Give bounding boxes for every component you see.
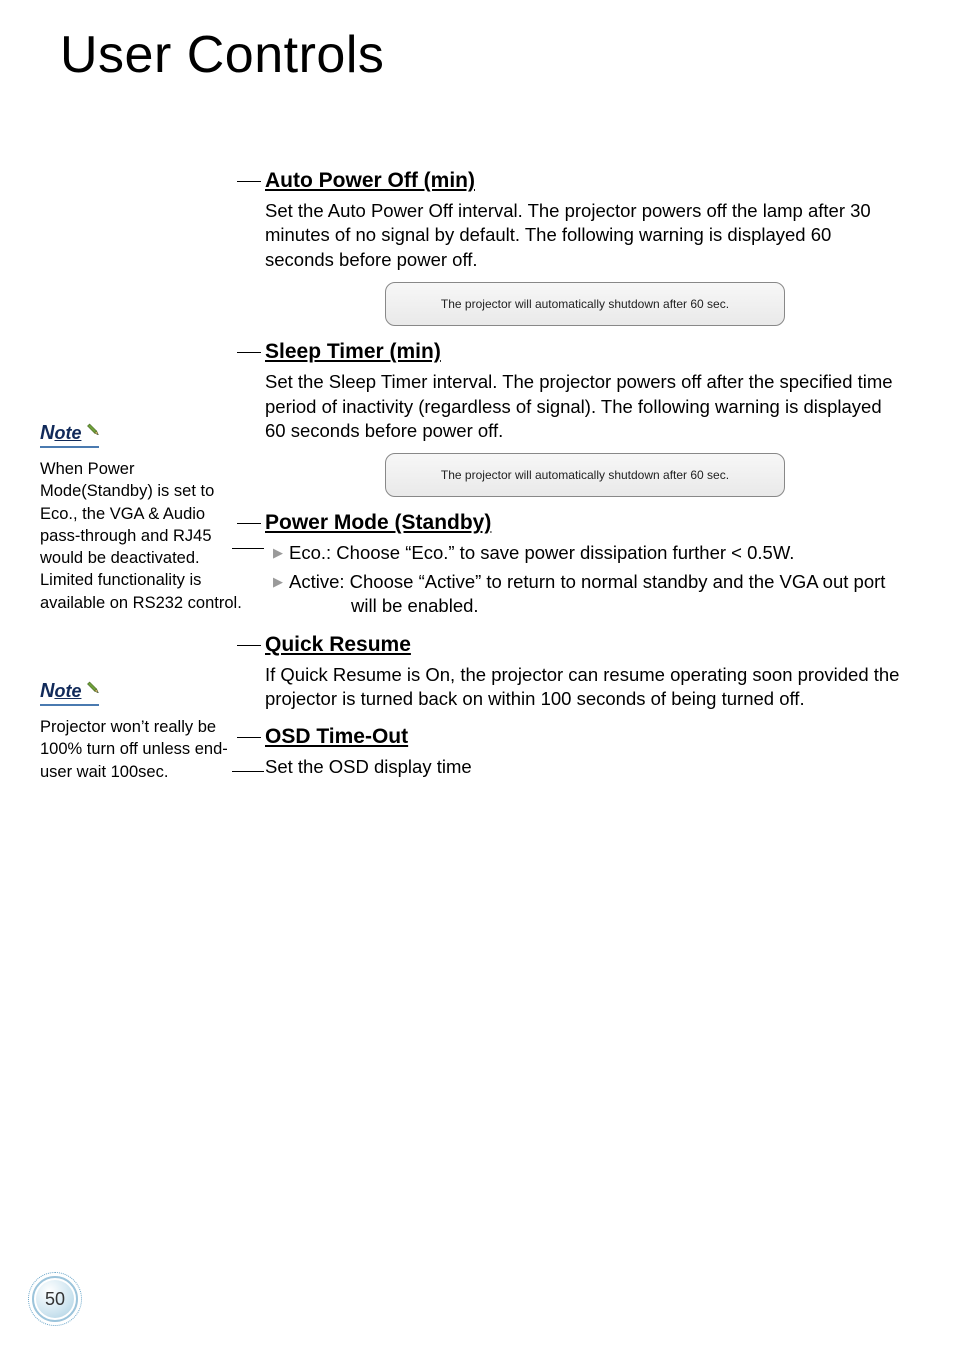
heading-auto-power-off: Auto Power Off (min) [265, 169, 905, 193]
triangle-bullet-icon: ▶ [273, 545, 283, 561]
body-auto-power-off: Set the Auto Power Off interval. The pro… [265, 199, 905, 272]
note-icon: Note [40, 680, 245, 706]
note-label-ote: ote [54, 423, 81, 443]
triangle-bullet-icon: ▶ [273, 574, 283, 590]
bullet-eco-text: Eco.: Choose “Eco.” to save power dissip… [289, 541, 794, 565]
heading-sleep-timer: Sleep Timer (min) [265, 340, 905, 364]
bullet-active: ▶ Active: Choose “Active” to return to n… [273, 570, 905, 619]
heading-osd-timeout: OSD Time-Out [265, 725, 905, 749]
main-content: Auto Power Off (min) Set the Auto Power … [265, 155, 905, 784]
heading-quick-resume: Quick Resume [265, 633, 905, 657]
warning-box-auto-power-off: The projector will automatically shutdow… [385, 282, 785, 326]
note-icon: Note [40, 422, 245, 448]
warning-box-sleep-timer: The projector will automatically shutdow… [385, 453, 785, 497]
pencil-icon [82, 676, 105, 699]
body-osd-timeout: Set the OSD display time [265, 755, 905, 779]
note-1-text: When Power Mode(Standby) is set to Eco.,… [40, 458, 245, 614]
sidebar-note-1: Note When Power Mode(Standby) is set to … [40, 422, 245, 614]
note-connector-line [232, 771, 264, 772]
bullet-active-text: Active: Choose “Active” to return to nor… [289, 570, 905, 619]
body-sleep-timer: Set the Sleep Timer interval. The projec… [265, 370, 905, 443]
note-2-text: Projector won’t really be 100% turn off … [40, 716, 245, 783]
note-connector-line [232, 548, 264, 549]
heading-power-mode: Power Mode (Standby) [265, 511, 905, 535]
note-label-ote: ote [54, 681, 81, 701]
page-number-badge: 50 [28, 1272, 82, 1326]
body-quick-resume: If Quick Resume is On, the projector can… [265, 663, 905, 712]
note-label-n: N [40, 680, 54, 702]
page-title: User Controls [0, 0, 954, 85]
sidebar-note-2: Note Projector won’t really be 100% turn… [40, 680, 245, 783]
page-number: 50 [36, 1280, 74, 1318]
note-label-n: N [40, 422, 54, 444]
bullet-eco: ▶ Eco.: Choose “Eco.” to save power diss… [273, 541, 905, 565]
pencil-icon [82, 418, 105, 441]
